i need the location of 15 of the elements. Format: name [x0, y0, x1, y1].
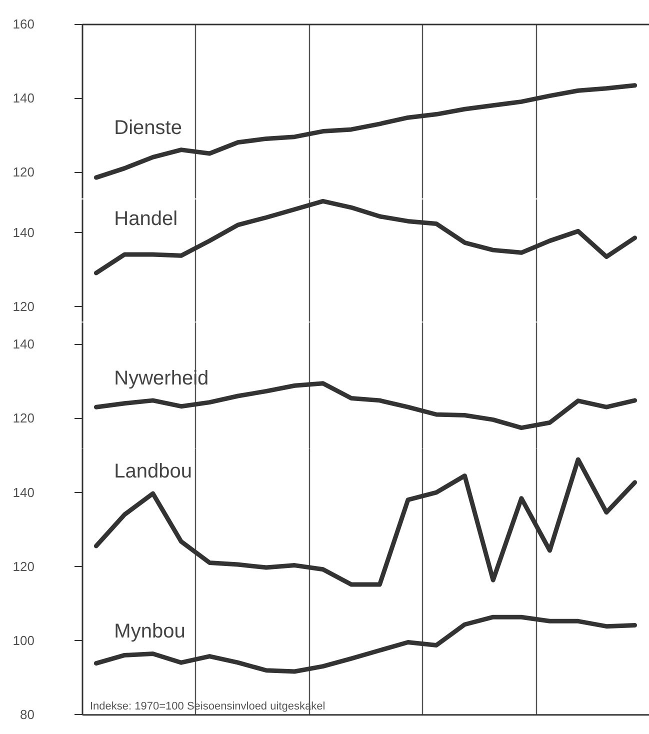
- y-tick-label: 120: [12, 558, 34, 574]
- legend-label: Handel: [114, 208, 178, 230]
- y-tick-label: 140: [12, 90, 34, 106]
- y-tick-label: 120: [12, 410, 34, 426]
- y-tick-label: 140: [12, 224, 34, 240]
- y-tick-label: 100: [12, 632, 34, 648]
- y-tick-label: 80: [20, 706, 34, 722]
- y-tick-label: 140: [12, 336, 34, 352]
- y-tick-label: 160: [12, 16, 34, 32]
- series-label: Landbou: [114, 460, 192, 483]
- y-tick-label: 120: [12, 164, 34, 180]
- y-tick-label: 140: [12, 484, 34, 500]
- series-label: Dienste: [114, 116, 182, 139]
- y-tick-label: 120: [12, 298, 34, 314]
- legend-label: Mynbou: [114, 620, 186, 643]
